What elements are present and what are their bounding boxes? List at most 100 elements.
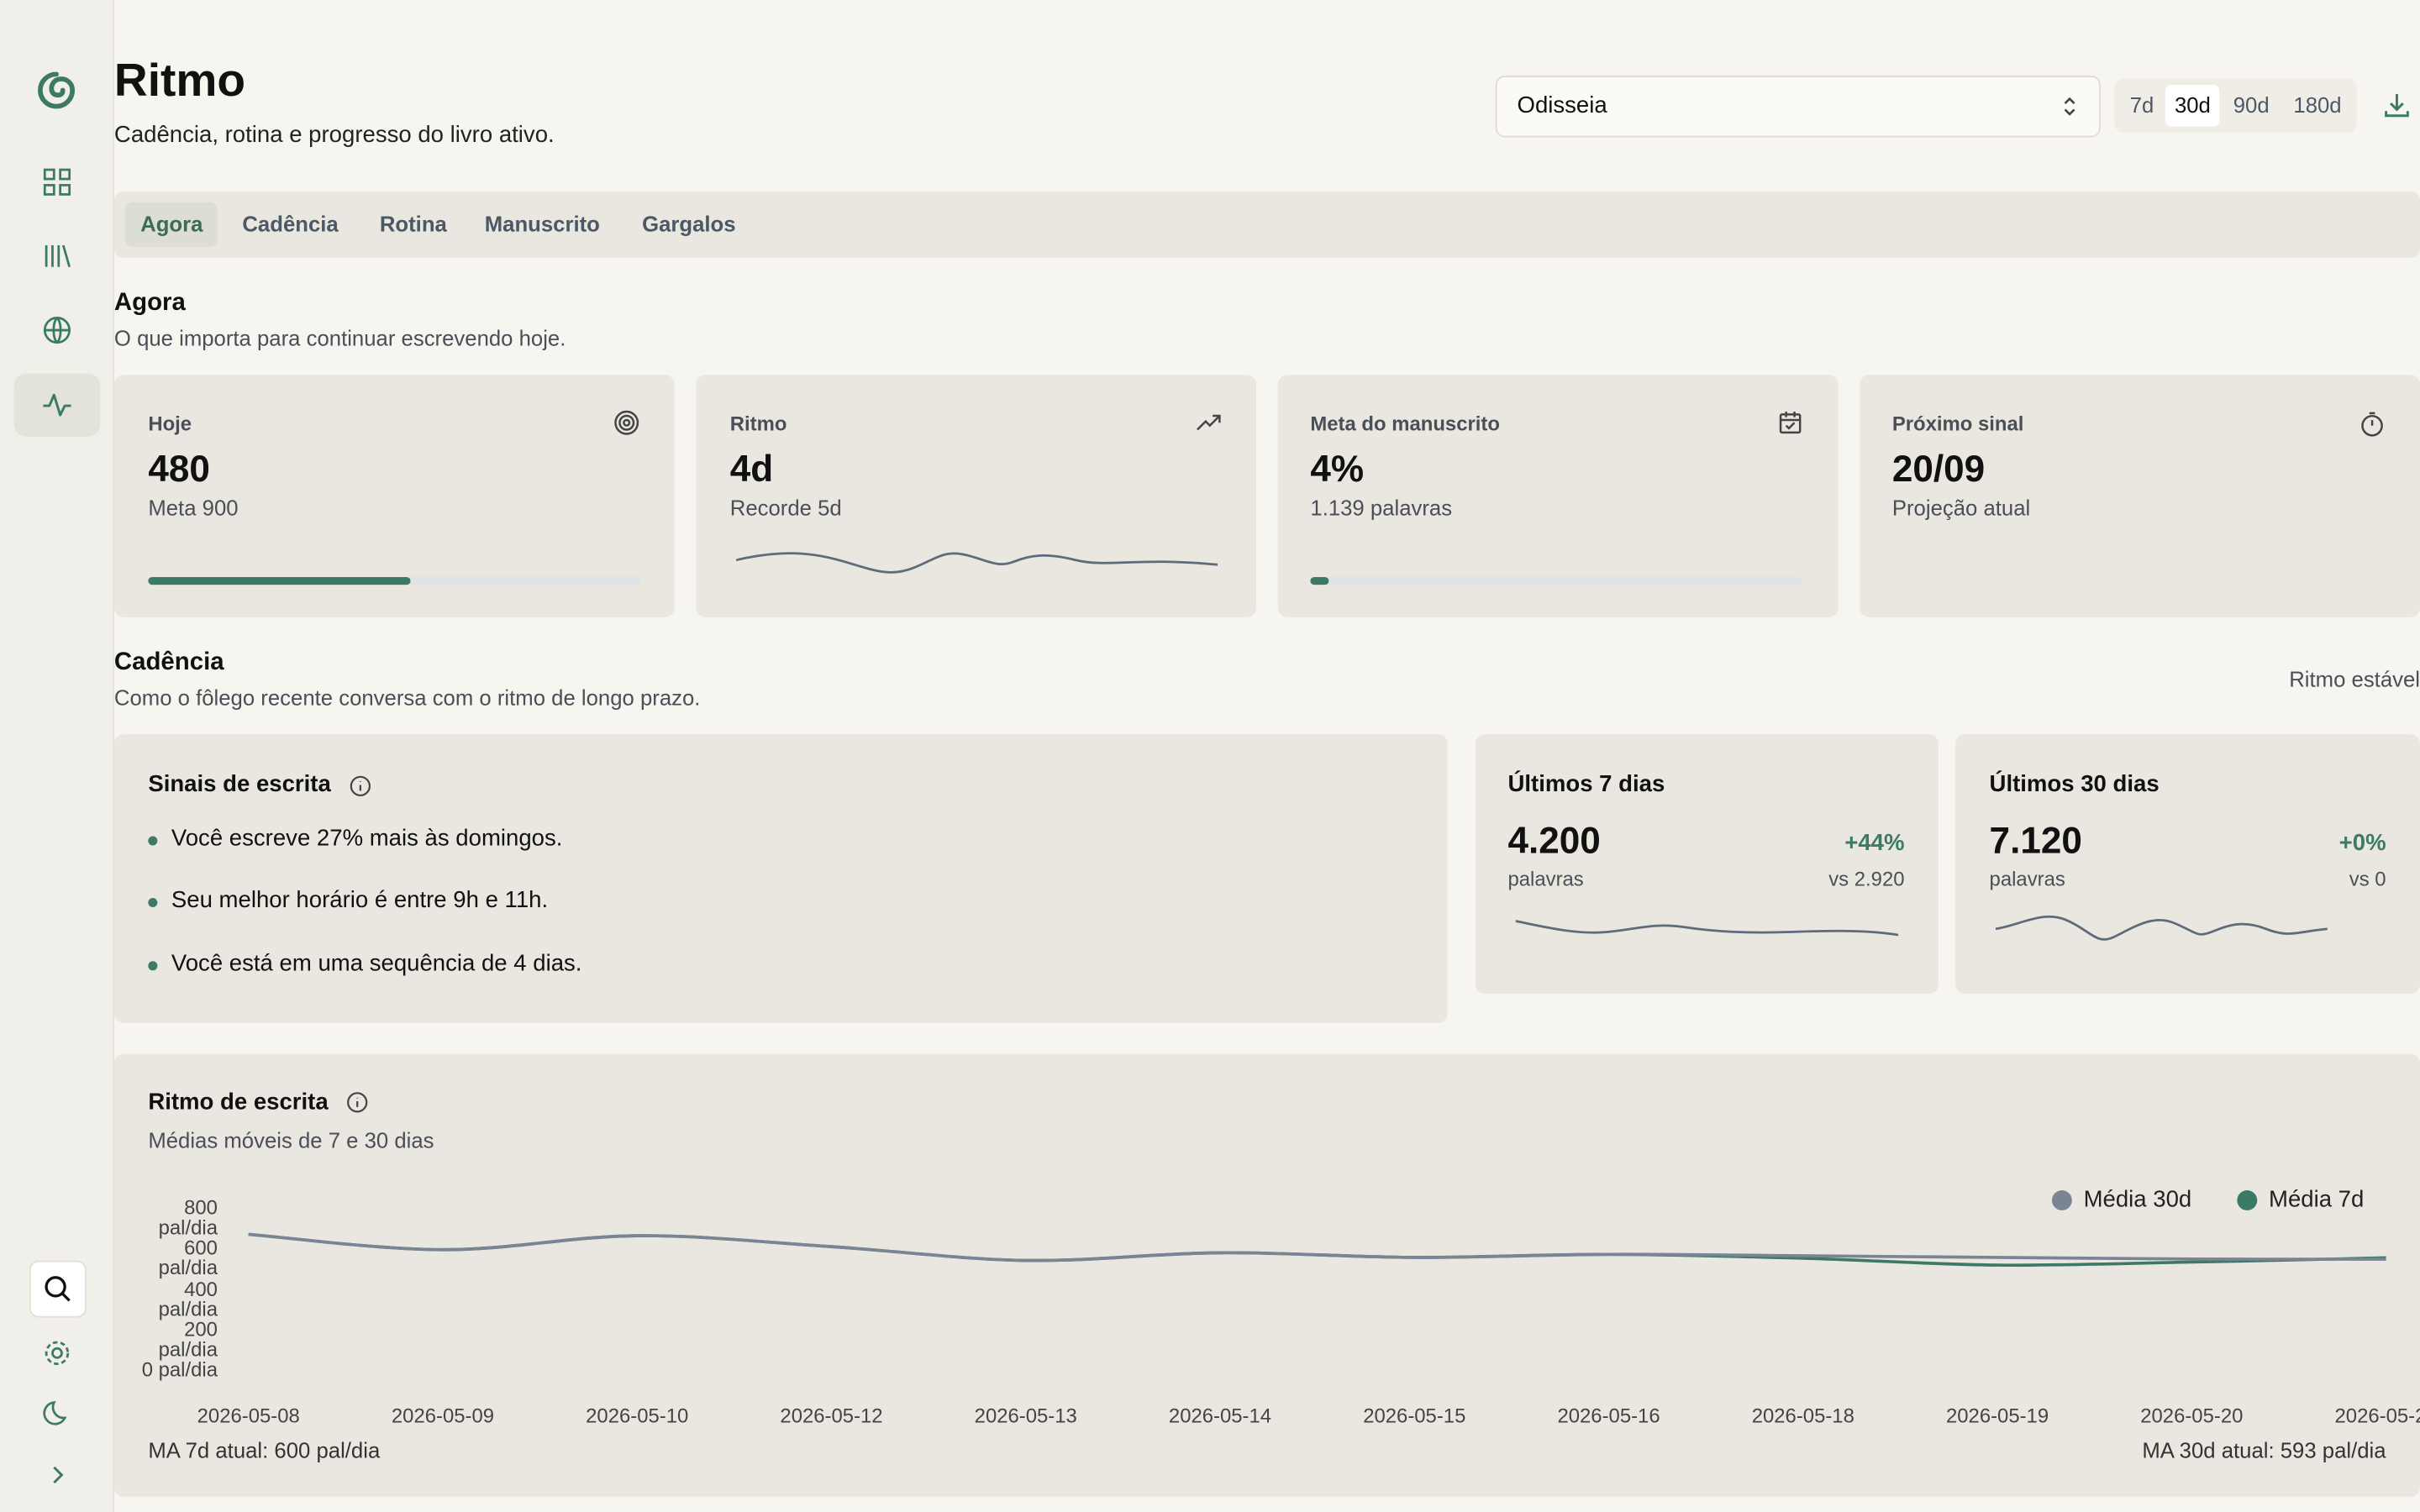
sparkline	[1995, 915, 2328, 941]
theme-icon[interactable]	[42, 1398, 73, 1429]
bullet	[148, 897, 158, 908]
range-button[interactable]: 90d	[2233, 92, 2270, 118]
dashboard-icon[interactable]	[42, 166, 73, 197]
chart-title: Ritmo de escrita	[148, 1089, 329, 1116]
legend-swatch	[2051, 1190, 2072, 1210]
legend-swatch	[2237, 1190, 2258, 1210]
signal-item: Seu melhor horário é entre 9h e 11h.	[171, 887, 549, 914]
page-subtitle: Cadência, rotina e progresso do livro at…	[113, 122, 555, 149]
card-title: Últimos 7 dias	[1507, 771, 1665, 798]
select-caret	[2064, 97, 2075, 116]
y-tick-label: 0 pal/dia	[141, 1357, 218, 1381]
period-card: Últimos 7 dias 4.200 palavras +44% vs 2.…	[1475, 734, 1939, 994]
chart-subtitle: Médias móveis de 7 e 30 dias	[148, 1127, 434, 1153]
card-detail: Projeção atual	[1891, 495, 2031, 520]
calendar-icon	[1779, 412, 1802, 434]
tab[interactable]: Manuscrito	[484, 211, 600, 237]
card-value: 4%	[1310, 449, 1365, 491]
range-button-active[interactable]: 30d	[2165, 85, 2220, 127]
book-name: Odisseia	[1517, 92, 1607, 119]
stat-card: Meta do manuscrito 4% 1.139 palavras	[1277, 375, 1839, 617]
signal-item: Você está em uma sequência de 4 dias.	[171, 950, 582, 977]
chart-card: Ritmo de escrita Médias móveis de 7 e 30…	[113, 1053, 2420, 1497]
card-compare: vs 0	[2349, 867, 2386, 890]
card-label: Ritmo	[729, 412, 787, 435]
range-group	[2114, 78, 2357, 133]
sparkline	[1515, 920, 1899, 937]
book-select[interactable]: Odisseia	[1495, 76, 2101, 138]
y-tick-label: 200 pal/dia	[158, 1317, 218, 1361]
card-unit: palavras	[1989, 867, 2065, 890]
card-unit: palavras	[1507, 867, 1584, 890]
stat-card: Ritmo 4d Recorde 5d	[696, 375, 1257, 617]
y-tick-label: 800 pal/dia	[158, 1195, 218, 1239]
settings-icon[interactable]	[42, 1337, 73, 1368]
x-tick-label: 2026-05-18	[1751, 1404, 1854, 1427]
y-tick-label: 400 pal/dia	[158, 1276, 218, 1320]
search-icon[interactable]	[42, 1273, 73, 1304]
library-icon[interactable]	[42, 241, 73, 272]
logo	[38, 71, 76, 109]
card-label: Próximo sinal	[1891, 412, 2024, 435]
page-title: Ritmo	[113, 55, 246, 107]
trend-icon	[1197, 414, 1221, 431]
x-tick-label: 2026-05-14	[1168, 1404, 1272, 1427]
range-button[interactable]: 180d	[2293, 92, 2342, 118]
x-tick-label: 2026-05-20	[2140, 1404, 2244, 1427]
card-change: +44%	[1844, 830, 1905, 857]
card-detail: Meta 900	[148, 495, 239, 520]
x-tick-label: 2026-05-21	[2334, 1404, 2420, 1427]
card-value: 7.120	[1989, 821, 2082, 863]
x-tick-label: 2026-05-12	[780, 1404, 883, 1427]
x-tick-label: 2026-05-08	[197, 1404, 300, 1427]
progress-fill	[1310, 576, 1329, 585]
card-value: 4.200	[1507, 821, 1601, 863]
card-detail: Recorde 5d	[729, 495, 842, 520]
card-title: Últimos 30 dias	[1989, 771, 2160, 798]
info-icon	[350, 775, 371, 796]
chart-footer: MA 7d atual: 600 pal/dia	[148, 1437, 381, 1463]
target-icon	[614, 410, 639, 435]
x-tick-label: 2026-05-16	[1557, 1404, 1660, 1427]
tab-active[interactable]: Agora	[124, 202, 218, 247]
x-tick-label: 2026-05-19	[1945, 1404, 2049, 1427]
section-title: Cadência	[113, 649, 224, 676]
expand-icon[interactable]	[42, 1460, 73, 1491]
y-tick-label: 600 pal/dia	[158, 1236, 218, 1280]
x-tick-label: 2026-05-13	[974, 1404, 1077, 1427]
card-detail: 1.139 palavras	[1310, 495, 1453, 520]
rhythm-icon[interactable]	[42, 389, 73, 420]
bullet	[148, 836, 158, 846]
card-label: Meta do manuscrito	[1310, 412, 1500, 435]
download-icon[interactable]	[2381, 90, 2412, 121]
legend-label: Média 7d	[2269, 1185, 2364, 1211]
section-subtitle: Como o fôlego recente conversa com o rit…	[113, 685, 701, 710]
card-change: +0%	[2338, 830, 2386, 857]
world-icon[interactable]	[42, 315, 73, 346]
cadence-status: Ritmo estável	[2289, 666, 2420, 691]
stat-card: Próximo sinal 20/09 Projeção atual	[1860, 375, 2420, 617]
sparkline	[736, 552, 1218, 574]
legend-label: Média 30d	[2084, 1185, 2192, 1211]
card-value: 480	[148, 449, 210, 491]
x-tick-label: 2026-05-09	[391, 1404, 495, 1427]
chart: Média 30d Média 7d	[248, 1185, 2386, 1268]
card-compare: vs 2.920	[1828, 867, 1905, 890]
tab[interactable]: Gargalos	[642, 211, 736, 237]
search-button[interactable]	[29, 1260, 87, 1318]
section-title: Agora	[113, 290, 186, 317]
period-card: Últimos 30 dias 7.120 palavras +0% vs 0	[1955, 734, 2420, 994]
line-series	[248, 1232, 2386, 1263]
progress-fill	[148, 576, 411, 585]
info-icon	[347, 1092, 368, 1113]
tab[interactable]: Rotina	[379, 211, 447, 237]
tab-bar	[113, 191, 2420, 258]
bullet	[148, 961, 158, 971]
tab[interactable]: Cadência	[242, 211, 339, 237]
range-button[interactable]: 7d	[2129, 92, 2154, 118]
section-subtitle: O que importa para continuar escrevendo …	[113, 325, 566, 350]
signal-item: Você escreve 27% mais às domingos.	[171, 825, 563, 852]
card-value: 20/09	[1891, 449, 1986, 491]
